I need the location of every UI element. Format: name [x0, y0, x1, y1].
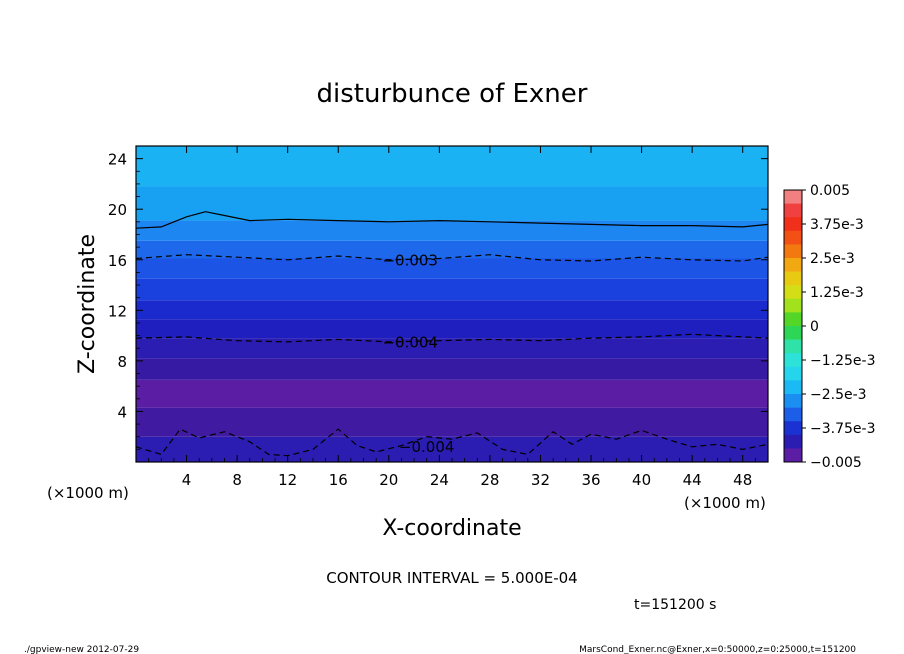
x-tick-label: 20 [379, 471, 398, 489]
colorbar-cell [784, 394, 802, 408]
filled-contours [136, 146, 768, 462]
x-tick-label: 12 [278, 471, 297, 489]
colorbar-label: −1.25e-3 [810, 353, 875, 369]
y-tick-label: 16 [108, 252, 127, 270]
contour-lines: −0.003 −0.004 −0.004 [135, 211, 769, 457]
colorbar-cell [784, 244, 802, 259]
x-tick-label: 8 [232, 471, 242, 489]
x-tick-label: 44 [683, 471, 702, 489]
contour-band-2 [136, 379, 768, 408]
colorbar-cell [784, 326, 802, 340]
colorbar-cell [784, 366, 802, 381]
colorbar-cell [784, 353, 802, 368]
y-tick-label: 12 [108, 302, 127, 320]
colorbar-cell [784, 203, 802, 218]
colorbar-cell [784, 258, 802, 272]
contour-line-3 [135, 211, 769, 229]
colorbar-label: 1.25e-3 [810, 285, 864, 301]
colorbar-label: 2.5e-3 [810, 251, 855, 267]
contour-line-2 [135, 428, 769, 457]
contour-label-1: −0.004 [382, 334, 438, 352]
colorbar-label: 0.005 [810, 183, 850, 199]
x-tick-label: 40 [632, 471, 651, 489]
colorbar-cell [784, 298, 802, 313]
x-tick-label: 4 [182, 471, 192, 489]
x-axis-ticks: 4 8 12 16 20 24 28 32 36 40 44 48 [148, 146, 756, 489]
colorbar-cell [784, 312, 802, 327]
x-tick-label: 48 [733, 471, 752, 489]
colorbar-cell [784, 230, 802, 245]
colorbar-cell [784, 434, 802, 449]
colorbar-label: −0.005 [810, 455, 862, 471]
contour-band-8 [136, 258, 768, 279]
colorbar-cell [784, 190, 802, 204]
colorbar: 0.005 3.75e-3 2.5e-3 1.25e-3 0 −1.25e-3 −2.5e-… [783, 183, 875, 471]
contour-interval-text: CONTOUR INTERVAL = 5.000E-04 [326, 569, 577, 587]
contour-band-7 [136, 278, 768, 301]
colorbar-label: −2.5e-3 [810, 387, 867, 403]
contour-band-9 [136, 240, 768, 259]
contour-label-0: −0.003 [382, 251, 438, 269]
contour-label-2: −0.004 [399, 438, 455, 456]
y-axis-ticks: 4 8 12 16 20 24 [108, 151, 768, 450]
x-tick-label: 16 [329, 471, 348, 489]
time-text: t=151200 s [634, 597, 716, 613]
colorbar-cell [784, 448, 802, 463]
colorbar-cell [784, 271, 802, 286]
y-tick-label: 4 [117, 403, 127, 421]
footer-right-text: MarsCond_Exner.nc@Exner,x=0:50000,z=0:25… [579, 645, 856, 654]
contour-band-6 [136, 300, 768, 320]
contour-band-4 [136, 338, 768, 359]
contour-band-11 [136, 186, 768, 221]
colorbar-cell [784, 380, 802, 395]
z-unit-label: (×1000 m) [47, 484, 129, 502]
colorbar-cell [784, 217, 802, 232]
colorbar-label: −3.75e-3 [810, 421, 875, 437]
colorbar-cell [784, 285, 802, 300]
contour-band-1 [136, 407, 768, 437]
x-tick-label: 28 [480, 471, 499, 489]
chart-title: disturbunce of Exner [317, 79, 588, 109]
contour-band-12 [136, 146, 768, 187]
x-tick-label: 24 [430, 471, 449, 489]
x-tick-label: 32 [531, 471, 550, 489]
footer-left-text: ./gpview-new 2012-07-29 [24, 645, 139, 654]
y-axis-label: Z-coordinate [75, 234, 100, 374]
x-unit-label: (×1000 m) [684, 494, 766, 512]
colorbar-cell [784, 339, 802, 354]
colorbar-label: 0 [810, 319, 819, 335]
contour-band-10 [136, 220, 768, 241]
colorbar-cell [784, 407, 802, 422]
x-tick-label: 36 [581, 471, 600, 489]
y-tick-label: 20 [108, 201, 127, 219]
contour-band-3 [136, 358, 768, 380]
x-axis-label: X-coordinate [382, 516, 521, 541]
contour-band-5 [136, 319, 768, 339]
y-tick-label: 24 [108, 151, 127, 169]
y-tick-label: 8 [117, 353, 127, 371]
colorbar-label: 3.75e-3 [810, 217, 864, 233]
contour-band-0 [136, 436, 768, 462]
colorbar-cell [784, 421, 802, 436]
